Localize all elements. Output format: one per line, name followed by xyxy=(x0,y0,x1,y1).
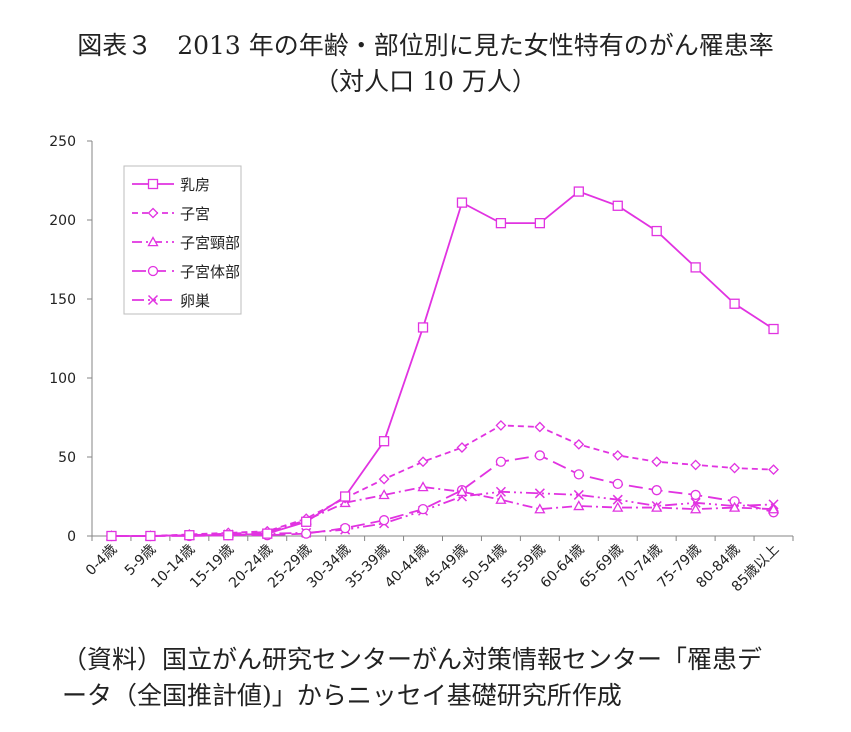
data-point xyxy=(145,530,156,542)
legend-marker xyxy=(147,236,159,247)
data-point xyxy=(612,450,624,461)
legend-entry: 乳房 xyxy=(132,176,210,194)
legend-entry: 子宮頸部 xyxy=(132,234,240,252)
chart-title-line2: （対人口 10 万人） xyxy=(314,67,537,96)
legend-label: 子宮頸部 xyxy=(180,234,240,252)
data-point xyxy=(690,459,702,471)
data-point xyxy=(262,528,273,539)
data-point xyxy=(534,503,546,514)
data-point xyxy=(651,501,663,512)
legend-marker xyxy=(147,178,159,190)
data-point xyxy=(612,501,624,512)
data-point xyxy=(729,462,741,474)
data-point xyxy=(767,503,780,514)
data-point xyxy=(184,530,195,541)
data-point xyxy=(223,530,234,541)
data-point xyxy=(495,218,507,229)
data-point xyxy=(573,489,584,500)
data-point xyxy=(534,421,546,433)
data-point xyxy=(417,503,429,515)
data-point xyxy=(728,501,741,512)
legend-label: 乳房 xyxy=(180,176,210,194)
data-point xyxy=(768,323,779,335)
legend-label: 子宮 xyxy=(180,205,210,223)
data-point xyxy=(339,491,351,502)
data-point xyxy=(456,442,468,453)
data-point xyxy=(534,218,546,229)
data-point xyxy=(729,298,740,309)
data-point xyxy=(339,522,351,534)
data-point xyxy=(417,456,429,468)
series-子宮 xyxy=(106,419,779,542)
legend-entry: 子宮体部 xyxy=(132,263,240,281)
legend-entry: 子宮 xyxy=(132,205,210,223)
chart-title-line1: 図表３ 2013 年の年齢・部位別に見た女性特有のがん罹患率 xyxy=(77,31,774,60)
y-tick-label: 150 xyxy=(49,292,76,308)
legend-label: 子宮体部 xyxy=(180,263,240,281)
data-point xyxy=(301,516,312,527)
data-point xyxy=(651,456,663,468)
legend-box xyxy=(123,165,242,315)
legend-label: 卵巣 xyxy=(180,292,210,310)
x-tick-label: 0-4歳 xyxy=(83,542,120,579)
y-tick-label: 0 xyxy=(67,529,76,545)
data-point xyxy=(456,485,468,497)
legend-marker xyxy=(147,294,159,306)
series-乳房 xyxy=(106,186,779,542)
data-point xyxy=(456,197,468,208)
data-point xyxy=(301,528,312,539)
data-point xyxy=(612,200,623,211)
data-point xyxy=(495,456,507,467)
data-point xyxy=(495,486,506,497)
y-tick-label: 100 xyxy=(49,371,76,387)
data-point xyxy=(495,493,507,504)
legend-entry: 卵巣 xyxy=(132,292,210,310)
data-point xyxy=(378,473,390,485)
y-tick-label: 250 xyxy=(49,134,76,150)
data-point xyxy=(651,225,662,237)
series-子宮頸部 xyxy=(105,481,780,541)
y-tick-label: 50 xyxy=(58,450,76,466)
legend-marker xyxy=(147,265,159,277)
data-point xyxy=(417,481,429,492)
data-point xyxy=(573,500,585,511)
series-line xyxy=(111,424,774,537)
data-point xyxy=(612,494,623,505)
data-point xyxy=(573,469,584,480)
data-point xyxy=(690,489,701,501)
series-line xyxy=(111,490,774,537)
data-point xyxy=(378,489,390,500)
data-point xyxy=(534,450,546,461)
data-point xyxy=(612,478,623,490)
series-line xyxy=(111,454,774,537)
data-point xyxy=(495,419,507,431)
data-point xyxy=(534,488,545,499)
series-line xyxy=(111,190,775,537)
data-point xyxy=(768,464,779,476)
data-point xyxy=(106,530,117,542)
data-point xyxy=(573,186,584,197)
data-point xyxy=(651,485,662,496)
data-point xyxy=(573,438,585,450)
data-point xyxy=(690,262,701,273)
series-line xyxy=(111,486,774,537)
data-point xyxy=(378,515,390,526)
y-tick-label: 200 xyxy=(49,213,76,229)
series-卵巣 xyxy=(106,486,779,542)
legend-marker xyxy=(147,207,159,219)
source-note-line1: （資料）国立がん研究センターがん対策情報センター「罹患デ xyxy=(62,645,763,674)
series-子宮体部 xyxy=(106,450,779,542)
source-note-line2: ータ（全国推計値)」からニッセイ基礎研究所作成 xyxy=(62,681,622,710)
data-point xyxy=(378,436,390,447)
data-point xyxy=(690,497,701,508)
x-tick-label: 5-9歳 xyxy=(122,542,159,579)
data-point xyxy=(690,503,702,514)
data-point xyxy=(417,322,429,333)
